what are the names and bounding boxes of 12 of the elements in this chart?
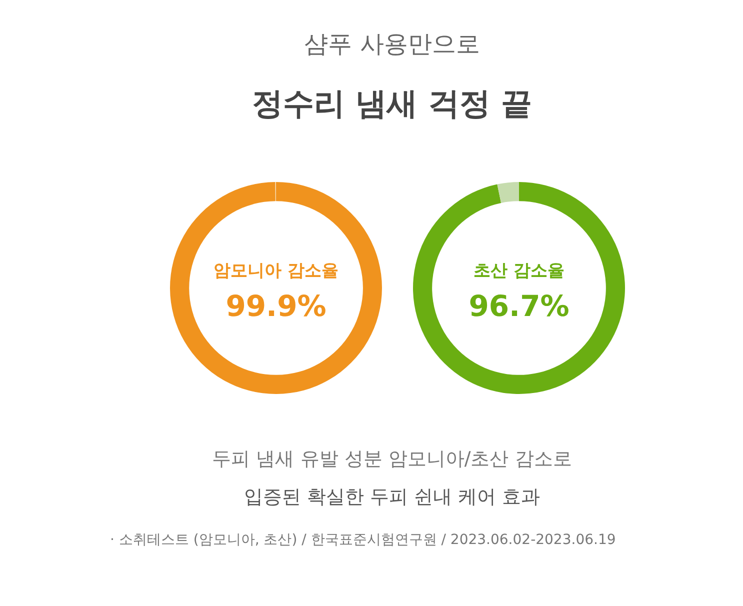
- donut-slice: [170, 182, 382, 394]
- data-label: 99.9%: [226, 289, 326, 323]
- donut-slice: [413, 182, 625, 394]
- text: 암모니아 감소율: [214, 261, 338, 281]
- text: 입증된 확실한 두피 쉰내 케어 효과: [244, 486, 540, 508]
- text: 두피 냄새 유발 성분 암모니아/초산 감소로: [212, 448, 572, 470]
- data-label: 96.7%: [468, 289, 570, 323]
- donut-slice: [497, 182, 519, 203]
- text: 정수리 냄새 걱정 끝: [252, 86, 532, 122]
- text: · 소취테스트 (암모니아, 초산) / 한국표준시험연구원 / 2023.06.02-2023.06.19: [110, 532, 616, 548]
- text: 초산 감소율: [474, 261, 564, 281]
- text: 샴푸 사용만으로: [304, 30, 480, 58]
